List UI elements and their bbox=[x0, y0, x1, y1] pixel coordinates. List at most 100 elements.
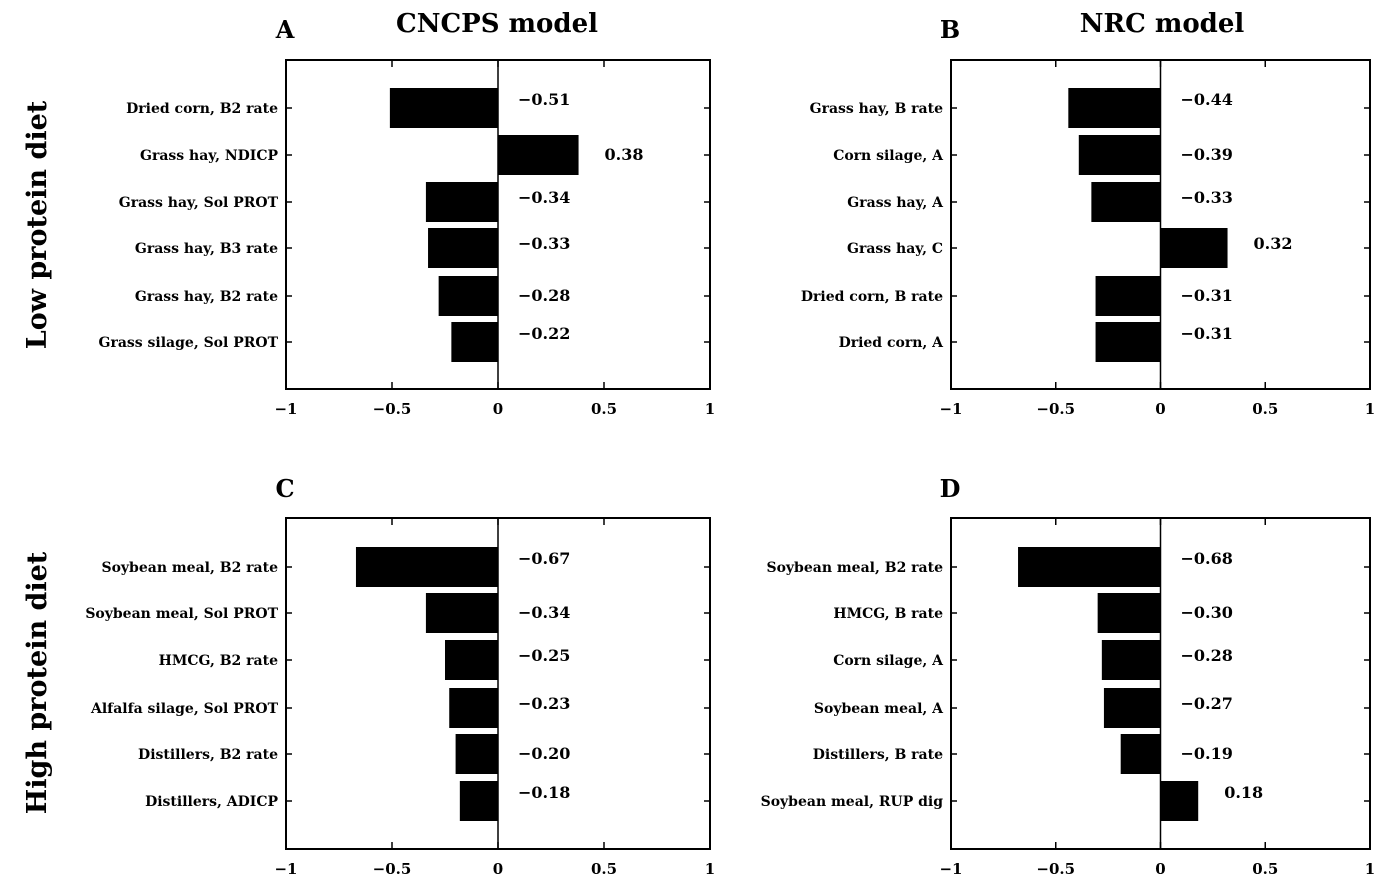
x-tick-label: −0.5 bbox=[373, 860, 412, 878]
data-label: −0.18 bbox=[518, 783, 570, 802]
data-label: −0.31 bbox=[1181, 324, 1233, 343]
category-label: Grass silage, Sol PROT bbox=[99, 335, 279, 351]
x-tick-label: −0.5 bbox=[1036, 400, 1075, 418]
bar bbox=[449, 688, 498, 728]
bar bbox=[1120, 734, 1161, 774]
bar bbox=[451, 322, 498, 362]
category-label: HMCG, B2 rate bbox=[159, 653, 278, 669]
data-label: −0.20 bbox=[518, 744, 570, 763]
x-tick-label: 1 bbox=[705, 860, 715, 878]
bar bbox=[1101, 640, 1161, 680]
bar bbox=[455, 734, 498, 774]
data-label: −0.28 bbox=[1181, 646, 1233, 665]
x-tick-label: 0 bbox=[493, 860, 503, 878]
category-label: Grass hay, Sol PROT bbox=[119, 195, 279, 211]
x-tick-label: 0.5 bbox=[591, 860, 617, 878]
category-label: Soybean meal, A bbox=[814, 701, 944, 717]
x-tick-label: −1 bbox=[939, 400, 962, 418]
panel-letter-a: A bbox=[275, 15, 295, 44]
data-label: 0.38 bbox=[605, 145, 644, 164]
data-label: −0.34 bbox=[518, 603, 570, 622]
category-label: Grass hay, B3 rate bbox=[135, 241, 278, 257]
x-tick-label: −1 bbox=[274, 860, 297, 878]
x-tick-label: −1 bbox=[274, 400, 297, 418]
bar bbox=[1018, 547, 1161, 587]
panel-letter-d: D bbox=[940, 474, 961, 503]
x-tick-label: 1 bbox=[705, 400, 715, 418]
category-label: Grass hay, B rate bbox=[810, 101, 943, 117]
column-title-nrc: NRC model bbox=[1080, 9, 1245, 39]
category-label: Alfalfa silage, Sol PROT bbox=[90, 701, 279, 717]
bar bbox=[428, 228, 498, 268]
data-label: −0.23 bbox=[518, 694, 570, 713]
x-tick-label: 0 bbox=[1155, 400, 1165, 418]
category-label: Corn silage, A bbox=[833, 653, 944, 669]
category-label: Soybean meal, B2 rate bbox=[101, 560, 278, 576]
category-label: Grass hay, C bbox=[847, 241, 943, 257]
row-label-low-protein: Low protein diet bbox=[22, 100, 53, 349]
bar bbox=[355, 547, 498, 587]
panel-d: D Soybean meal, B2 rate −0.68 HMCG, B rate −… bbox=[761, 474, 1376, 878]
x-tick-label: 0.5 bbox=[1252, 860, 1278, 878]
x-tick-label: −0.5 bbox=[373, 400, 412, 418]
bar bbox=[1091, 182, 1161, 222]
bar bbox=[389, 88, 498, 128]
bar bbox=[1095, 276, 1161, 316]
x-tick-label: 1 bbox=[1365, 860, 1375, 878]
x-tick-label: 1 bbox=[1365, 400, 1375, 418]
category-label: Corn silage, A bbox=[833, 148, 944, 164]
data-label: −0.33 bbox=[518, 234, 570, 253]
data-label: −0.31 bbox=[1181, 286, 1233, 305]
data-label: −0.39 bbox=[1181, 145, 1233, 164]
x-tick-label: 0 bbox=[493, 400, 503, 418]
category-label: Grass hay, A bbox=[847, 195, 944, 211]
data-label: −0.34 bbox=[518, 188, 570, 207]
x-tick-label: 0.5 bbox=[591, 400, 617, 418]
data-label: −0.22 bbox=[518, 324, 570, 343]
data-label: −0.28 bbox=[518, 286, 570, 305]
column-title-cncps: CNCPS model bbox=[396, 9, 598, 39]
data-label: −0.25 bbox=[518, 646, 570, 665]
x-tick-label: 0 bbox=[1155, 860, 1165, 878]
category-label: Distillers, B rate bbox=[813, 747, 943, 763]
bar bbox=[1068, 88, 1161, 128]
bar bbox=[1097, 593, 1161, 633]
bar bbox=[425, 182, 498, 222]
data-label: −0.68 bbox=[1181, 549, 1233, 568]
category-label: Distillers, ADICP bbox=[145, 794, 278, 810]
category-label: Soybean meal, Sol PROT bbox=[85, 606, 278, 622]
category-label: Dried corn, A bbox=[839, 335, 945, 351]
data-label: 0.18 bbox=[1224, 783, 1263, 802]
row-label-high-protein: High protein diet bbox=[22, 551, 53, 814]
bar bbox=[1095, 322, 1161, 362]
panel-letter-b: B bbox=[940, 15, 960, 44]
panel-b: B Grass hay, B rate −0.44 Corn silage, A −0.… bbox=[801, 15, 1375, 418]
bar bbox=[459, 781, 498, 821]
x-tick-label: −1 bbox=[939, 860, 962, 878]
x-tick-label: 0.5 bbox=[1252, 400, 1278, 418]
data-label: −0.51 bbox=[518, 90, 570, 109]
category-label: Grass hay, B2 rate bbox=[135, 289, 278, 305]
bar bbox=[1078, 135, 1161, 175]
bar bbox=[498, 135, 579, 175]
data-label: −0.30 bbox=[1181, 603, 1233, 622]
category-label: HMCG, B rate bbox=[833, 606, 943, 622]
data-label: −0.33 bbox=[1181, 188, 1233, 207]
bar bbox=[1160, 781, 1199, 821]
data-label: −0.27 bbox=[1181, 694, 1233, 713]
category-label: Grass hay, NDICP bbox=[140, 148, 278, 164]
data-label: −0.67 bbox=[518, 549, 570, 568]
category-label: Dried corn, B2 rate bbox=[126, 101, 278, 117]
category-label: Soybean meal, RUP dig bbox=[761, 794, 944, 810]
category-label: Distillers, B2 rate bbox=[138, 747, 278, 763]
bar bbox=[445, 640, 498, 680]
panel-c: C Soybean meal, B2 rate −0.67 Soybean meal,… bbox=[85, 474, 715, 878]
data-label: −0.19 bbox=[1181, 744, 1233, 763]
bar bbox=[1103, 688, 1161, 728]
category-label: Dried corn, B rate bbox=[801, 289, 943, 305]
panel-letter-c: C bbox=[275, 474, 294, 503]
data-label: −0.44 bbox=[1181, 90, 1233, 109]
bar bbox=[1160, 228, 1228, 268]
